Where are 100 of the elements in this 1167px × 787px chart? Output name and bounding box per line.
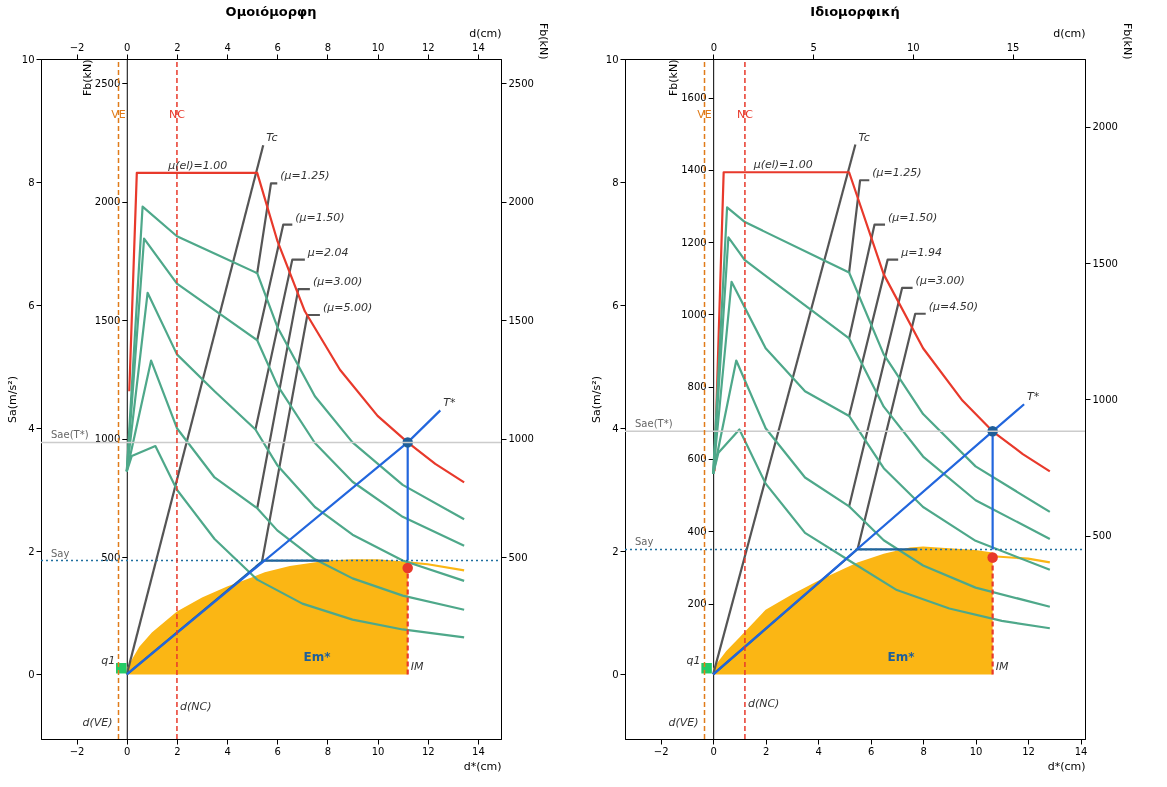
y2-tick-label: 2000 (508, 196, 534, 208)
y3-tick-label: 1000 (94, 433, 121, 445)
y-tick-label: 8 (612, 176, 619, 188)
x-tick-label: 0 (710, 745, 717, 757)
x-tick-label: 8 (920, 745, 927, 757)
x2-tick-label: 4 (224, 41, 231, 53)
y3-tick-label: 600 (687, 453, 707, 465)
x-tick-label: 0 (124, 745, 131, 757)
x2-tick-label: 14 (472, 41, 485, 53)
x2-tick-label: 12 (421, 41, 435, 53)
x-tick-label: 2 (762, 745, 770, 757)
annotation: μ(el)=1.00 (167, 158, 228, 172)
annotation: d(NC) (179, 699, 212, 713)
annotation: IM (995, 660, 1009, 674)
y-axis-title: Sa(m/s²) (589, 376, 603, 423)
y3-axis-title: Fb(kN) (80, 59, 94, 96)
x-tick-label: 10 (969, 745, 983, 757)
y-tick-label: 2 (28, 545, 35, 557)
y2-tick-label: 2500 (508, 77, 534, 89)
x2-tick-label: 10 (906, 41, 920, 53)
y-tick-label: 2 (612, 545, 619, 557)
x-tick-label: 2 (174, 745, 181, 757)
annotation: (μ=3.00) (915, 273, 965, 287)
annotation: q1 (101, 654, 116, 668)
annotation: μ=2.04 (306, 245, 349, 259)
x-tick-label: 12 (1022, 745, 1035, 757)
y-tick-label: 4 (612, 422, 619, 434)
x-tick-label: 6 (867, 745, 875, 757)
annotation: Em* (303, 650, 332, 665)
x2-tick-label: 8 (324, 41, 332, 53)
y-tick-label: 6 (28, 299, 35, 311)
x-tick-label: −2 (69, 745, 85, 757)
x2-tick-label: 6 (274, 41, 281, 53)
x-tick-label: 14 (472, 745, 485, 757)
y2-tick-label: 500 (508, 551, 528, 563)
annotation: (μ=3.00) (312, 275, 363, 289)
y2-tick-label: 1500 (508, 314, 534, 326)
ref-line-label: NC (736, 108, 754, 121)
x-tick-label: 6 (274, 745, 281, 757)
annotation: μ=1.94 (900, 245, 942, 259)
x-tick-label: 4 (815, 745, 822, 757)
x2-tick-label: 2 (174, 41, 181, 53)
annotation: Em* (887, 650, 916, 665)
x2-tick-label: 0 (710, 41, 718, 53)
annotation: (μ=1.25) (872, 166, 922, 180)
annotation: IM (410, 660, 424, 674)
annotation: d(VE) (668, 715, 699, 729)
x-tick-label: 8 (324, 745, 332, 757)
y3-axis-title: Fb(kN) (667, 59, 681, 96)
annotation: Tc (858, 130, 870, 144)
ref-line-label: NC (168, 108, 186, 121)
x-axis-title: d*(cm) (1047, 759, 1086, 773)
chart-title: Ομοιόμορφη (225, 3, 317, 19)
annotation: d(NC) (747, 697, 780, 711)
ref-line-label: Sae(T*) (635, 418, 673, 430)
y2-tick-label: 1000 (508, 433, 534, 445)
y3-tick-label: 2500 (94, 77, 121, 89)
y2-axis-title: Fb(kN) (1120, 23, 1134, 60)
x-tick-label: 4 (224, 745, 231, 757)
x2-tick-label: 15 (1006, 41, 1020, 53)
x-tick-label: 10 (371, 745, 385, 757)
annotation: T* (1027, 390, 1040, 404)
y3-tick-label: 1200 (681, 236, 707, 248)
x-tick-label: 12 (421, 745, 435, 757)
x2-tick-label: 10 (371, 41, 385, 53)
y3-tick-label: 800 (687, 381, 707, 393)
ref-line-label: Sae(T*) (51, 429, 89, 441)
y-axis-title: Sa(m/s²) (5, 376, 19, 423)
y3-tick-label: 1600 (681, 92, 707, 104)
x2-axis-title: d(cm) (1053, 26, 1086, 40)
x-tick-label: −2 (653, 745, 669, 757)
chart-title: Ιδιομορφική (810, 3, 900, 19)
annotation: Tc (266, 131, 278, 145)
annotation: μ(el)=1.00 (752, 158, 813, 172)
y-tick-label: 4 (28, 422, 35, 434)
annotation: q1 (686, 654, 701, 668)
y3-tick-label: 1000 (681, 308, 707, 320)
y-tick-label: 0 (28, 668, 35, 680)
y2-tick-label: 500 (1092, 530, 1112, 542)
x2-tick-label: 5 (810, 41, 817, 53)
annotation: (μ=4.50) (928, 299, 979, 313)
x2-tick-label: 0 (124, 41, 131, 53)
annotation: (μ=1.25) (280, 169, 330, 183)
y-tick-label: 10 (605, 53, 619, 65)
annotation: (μ=1.50) (888, 210, 938, 224)
x2-tick-label: −2 (69, 41, 85, 53)
ref-line-label: Say (51, 547, 70, 559)
y-tick-label: 10 (21, 53, 35, 65)
y2-tick-label: 1500 (1092, 257, 1118, 269)
ref-line-label: Say (635, 536, 654, 548)
x-axis-title: d*(cm) (463, 759, 502, 773)
ref-line-label: VE (697, 108, 712, 121)
y-tick-label: 0 (612, 668, 619, 680)
x2-axis-title: d(cm) (469, 26, 502, 40)
y2-tick-label: 2000 (1092, 121, 1118, 133)
annotation: (μ=5.00) (322, 301, 373, 314)
y2-tick-label: 1000 (1092, 393, 1118, 405)
y-tick-label: 6 (612, 299, 619, 311)
ref-line-label: VE (111, 108, 126, 121)
y2-axis-title: Fb(kN) (536, 23, 550, 60)
